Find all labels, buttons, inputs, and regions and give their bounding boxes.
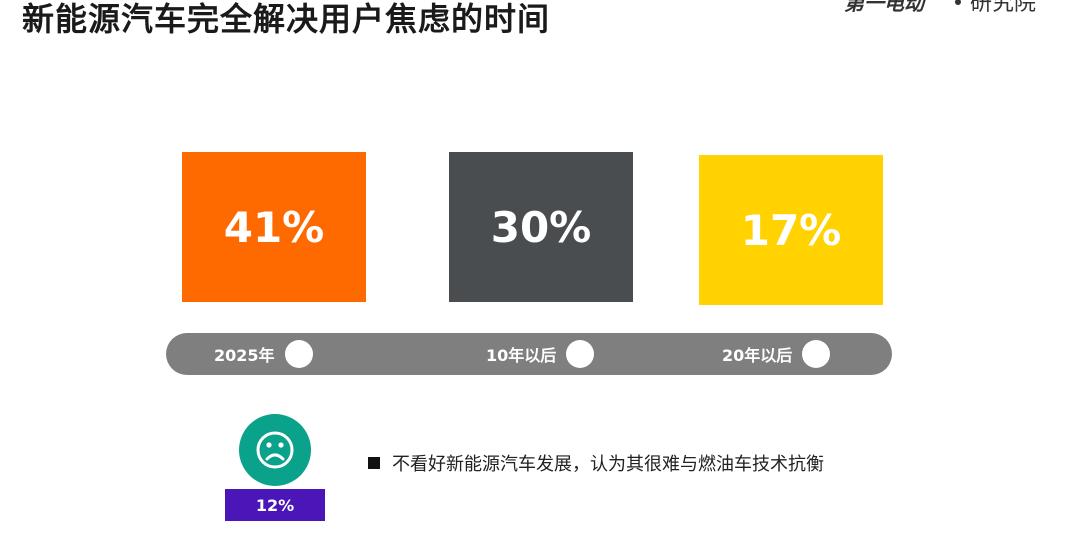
timeline-tick-10-years: 10年以后	[486, 333, 595, 375]
bar-box-2025: 41%	[182, 152, 366, 302]
brand-logo: 第一电动 研究院	[844, 0, 1036, 16]
timeline-tick-20-years: 20年以后	[722, 333, 831, 375]
bar-box-20-years: 17%	[699, 155, 883, 305]
tick-label: 20年以后	[722, 346, 793, 365]
sad-face-icon	[256, 431, 294, 469]
sad-face-circle	[239, 414, 311, 486]
brand-logo-text: 第一电动	[844, 0, 927, 15]
page-title: 新能源汽车完全解决用户焦虑的时间	[22, 0, 551, 38]
percent-badge: 12%	[225, 489, 325, 521]
brand-suffix: 研究院	[970, 0, 1036, 16]
bar-value-label: 17%	[740, 205, 842, 255]
timeline-bar: 2025年 10年以后 20年以后	[166, 333, 892, 375]
timeline-dot-icon	[566, 340, 595, 368]
bar-value-label: 41%	[223, 202, 325, 252]
brand-dot-icon	[955, 0, 961, 5]
timeline-tick-2025: 2025年	[214, 333, 313, 375]
tick-label: 2025年	[214, 346, 275, 365]
timeline-dot-icon	[802, 340, 831, 368]
bullet-item: 不看好新能源汽车发展，认为其很难与燃油车技术抗衡	[368, 450, 824, 476]
bullet-square-icon	[368, 457, 380, 469]
bullet-text: 不看好新能源汽车发展，认为其很难与燃油车技术抗衡	[392, 454, 824, 475]
tick-label: 10年以后	[486, 346, 557, 365]
timeline-dot-icon	[284, 340, 313, 368]
bar-box-10-years: 30%	[449, 152, 633, 302]
bar-value-label: 30%	[490, 202, 592, 252]
